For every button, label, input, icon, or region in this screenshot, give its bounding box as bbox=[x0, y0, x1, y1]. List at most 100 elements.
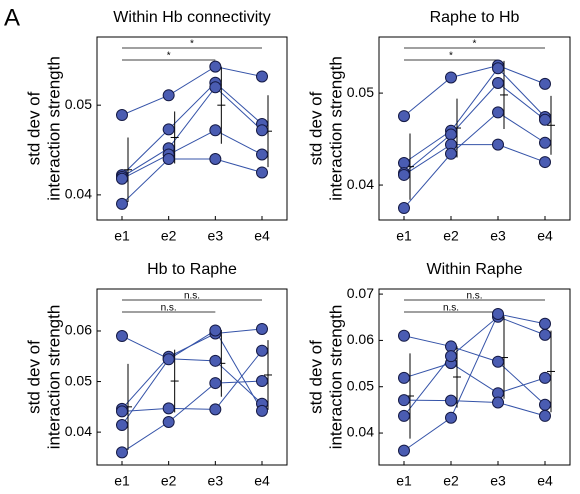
x-tick-label: e1 bbox=[114, 228, 130, 244]
series-line bbox=[403, 316, 546, 417]
series-line bbox=[121, 329, 263, 426]
panel-title: Within Hb connectivity bbox=[113, 9, 270, 26]
y-axis-label: interaction strength bbox=[326, 305, 345, 450]
data-point bbox=[209, 124, 222, 137]
data-point bbox=[256, 124, 268, 137]
significance-label: n.s. bbox=[443, 303, 459, 314]
data-point bbox=[539, 136, 551, 149]
significance-label: * bbox=[167, 51, 171, 62]
data-point bbox=[116, 109, 128, 122]
data-point bbox=[209, 324, 222, 337]
data-point bbox=[256, 166, 268, 179]
y-tick-label: 0.05 bbox=[347, 377, 374, 393]
series-line bbox=[403, 335, 546, 406]
x-tick-label: e2 bbox=[443, 228, 459, 244]
data-point bbox=[398, 371, 410, 384]
data-point bbox=[539, 156, 551, 169]
data-point bbox=[256, 375, 268, 388]
y-tick-label: 0.04 bbox=[65, 423, 92, 439]
data-point bbox=[492, 138, 504, 151]
data-point bbox=[398, 409, 410, 422]
panel: Hb to Raphe std dev of interaction strengt… bbox=[24, 261, 288, 489]
data-point bbox=[398, 168, 410, 181]
x-tick-label: e3 bbox=[208, 228, 224, 244]
y-tick-label: 0.06 bbox=[65, 322, 92, 338]
x-tick-label: e1 bbox=[114, 473, 130, 489]
series-line bbox=[121, 66, 263, 116]
y-axis-label: interaction strength bbox=[44, 56, 63, 201]
data-point bbox=[398, 329, 410, 342]
data-point bbox=[445, 394, 457, 407]
data-point bbox=[398, 202, 410, 215]
data-point bbox=[445, 350, 457, 363]
panel: Within Raphe std dev of interaction streng… bbox=[306, 261, 571, 489]
data-point bbox=[256, 148, 268, 161]
x-tick-label: e4 bbox=[537, 473, 553, 489]
data-point bbox=[398, 110, 410, 123]
series-line bbox=[121, 335, 263, 405]
data-point bbox=[209, 153, 222, 165]
series-line bbox=[403, 67, 546, 164]
series-line bbox=[403, 111, 546, 209]
data-point bbox=[116, 197, 128, 210]
panel-title: Raphe to Hb bbox=[430, 9, 520, 26]
y-tick-label: 0.05 bbox=[65, 96, 92, 112]
data-point bbox=[492, 62, 504, 75]
panel-label: A bbox=[4, 4, 20, 31]
series-line bbox=[121, 380, 263, 453]
data-point bbox=[445, 128, 457, 141]
data-point bbox=[116, 419, 128, 432]
x-tick-label: e3 bbox=[490, 473, 506, 489]
significance-label: * bbox=[190, 39, 194, 50]
x-tick-label: e2 bbox=[443, 473, 459, 489]
data-point bbox=[539, 113, 551, 126]
x-tick-label: e4 bbox=[254, 228, 270, 244]
data-point bbox=[209, 403, 222, 416]
y-tick-label: 0.05 bbox=[65, 372, 92, 388]
data-point bbox=[539, 77, 551, 90]
y-axis-label: std dev of bbox=[306, 340, 325, 414]
y-axis-label: std dev of bbox=[24, 340, 43, 414]
data-point bbox=[116, 405, 128, 418]
data-point bbox=[445, 411, 457, 424]
data-point bbox=[539, 328, 551, 341]
data-point bbox=[162, 416, 175, 429]
data-point bbox=[209, 377, 222, 390]
axes-box bbox=[378, 36, 571, 221]
data-point bbox=[445, 71, 457, 84]
data-point bbox=[162, 353, 175, 366]
axes-box bbox=[96, 288, 288, 466]
data-point bbox=[256, 404, 268, 417]
significance-label: * bbox=[449, 51, 453, 62]
data-point bbox=[256, 344, 268, 357]
series-line bbox=[121, 82, 263, 176]
data-point bbox=[256, 322, 268, 335]
series-line bbox=[121, 328, 263, 410]
series-line bbox=[403, 64, 546, 117]
series-line bbox=[121, 158, 263, 205]
significance-label: * bbox=[473, 39, 477, 50]
data-point bbox=[162, 89, 175, 102]
series-line bbox=[403, 362, 546, 394]
data-point bbox=[162, 153, 175, 165]
x-tick-label: e3 bbox=[490, 228, 506, 244]
x-tick-label: e2 bbox=[161, 228, 177, 244]
series-line bbox=[121, 129, 263, 180]
data-point bbox=[492, 396, 504, 409]
series-line bbox=[121, 350, 263, 412]
data-point bbox=[539, 371, 551, 384]
y-tick-label: 0.04 bbox=[347, 176, 374, 192]
y-tick-label: 0.04 bbox=[347, 424, 374, 440]
significance-label: n.s. bbox=[466, 291, 482, 302]
data-point bbox=[116, 172, 128, 185]
data-point bbox=[209, 60, 222, 73]
panel-title: Within Raphe bbox=[426, 261, 522, 278]
data-point bbox=[492, 106, 504, 119]
panel-title: Hb to Raphe bbox=[147, 261, 237, 278]
x-tick-label: e1 bbox=[396, 228, 412, 244]
x-tick-label: e1 bbox=[396, 473, 412, 489]
x-tick-label: e4 bbox=[537, 228, 553, 244]
data-point bbox=[492, 355, 504, 368]
data-point bbox=[492, 76, 504, 89]
significance-label: n.s. bbox=[184, 291, 200, 302]
